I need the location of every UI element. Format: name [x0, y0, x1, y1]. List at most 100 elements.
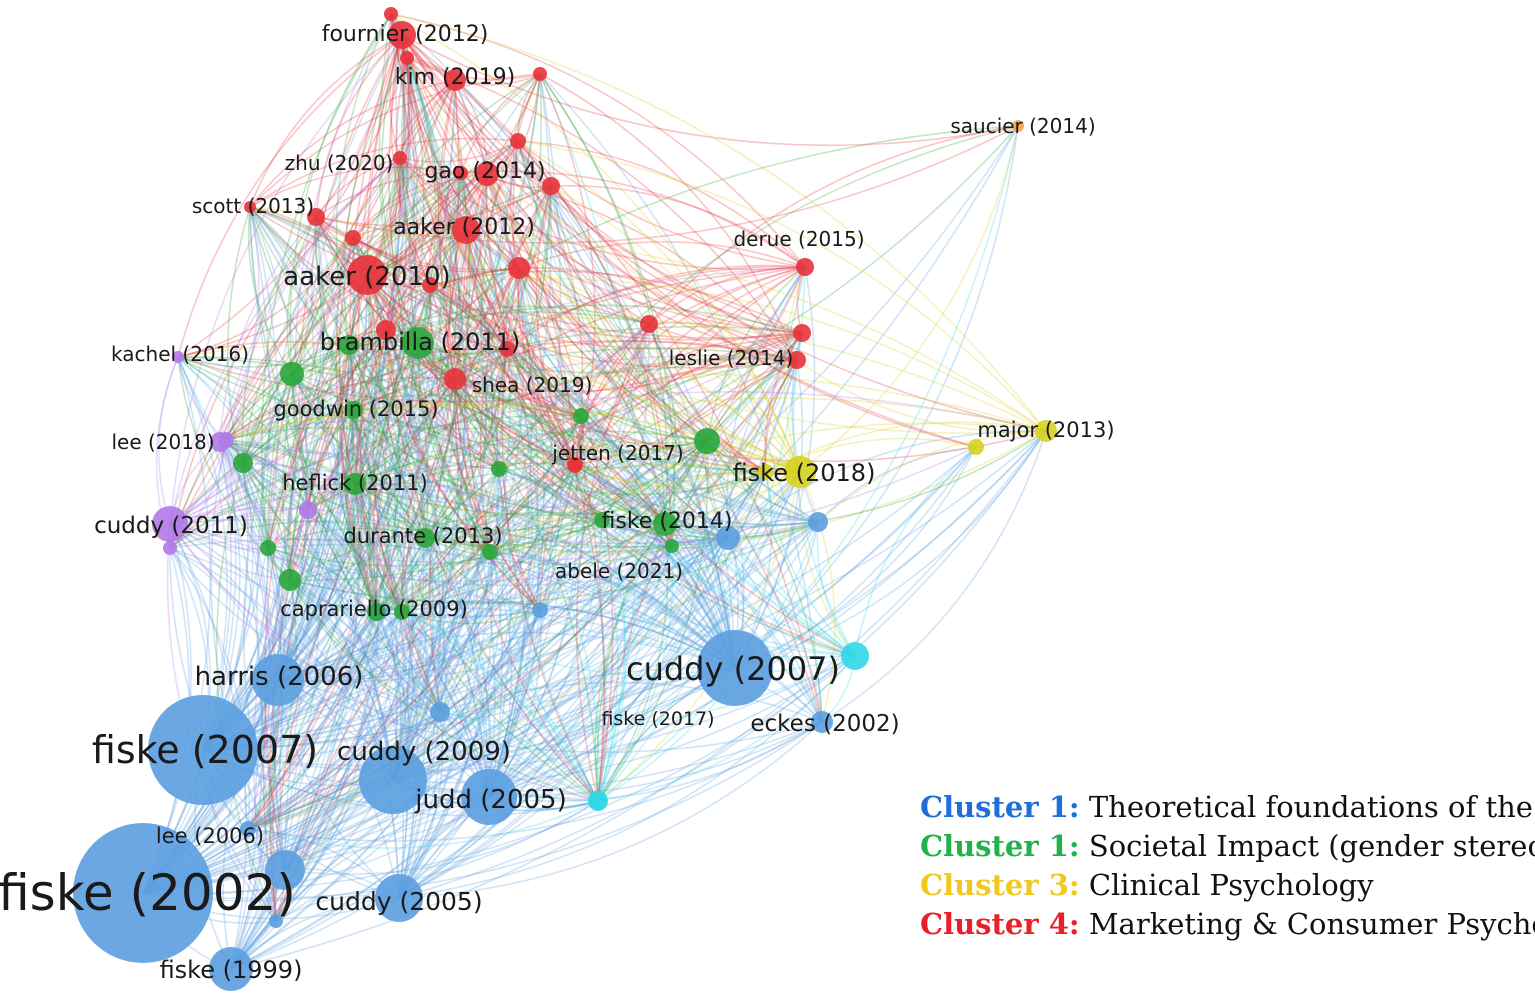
legend-text: Theoretical foundations of the SCM: [1088, 790, 1535, 824]
network-edge: [454, 332, 803, 393]
network-edge: [242, 237, 354, 464]
network-edge: [269, 342, 419, 922]
network-edge: [277, 464, 576, 681]
node-label-lee2006: lee (2006): [156, 824, 264, 848]
network-edge: [392, 284, 459, 781]
network-edge: [230, 185, 552, 970]
network-edge: [399, 157, 508, 350]
network-edge: [438, 551, 491, 713]
network-edge: [261, 373, 293, 549]
network-edge: [392, 173, 506, 781]
network-edge: [289, 440, 708, 581]
network-edge: [142, 545, 673, 894]
network-edge: [375, 185, 552, 613]
network-edge: [498, 359, 798, 470]
network-edge: [348, 344, 426, 539]
network-edge: [307, 509, 490, 798]
network-edge: [281, 237, 354, 581]
network-edge: [460, 172, 803, 334]
network-edge: [518, 267, 856, 657]
network-edge: [550, 185, 819, 523]
network-edge: [392, 342, 447, 781]
node-dot: [758, 464, 774, 480]
network-edge: [398, 667, 736, 899]
network-edge: [377, 464, 576, 613]
network-edge: [392, 721, 823, 796]
network-edge: [488, 468, 525, 798]
network-edge: [378, 13, 491, 553]
network-edge: [169, 267, 520, 525]
node-label-kachel2016: kachel (2016): [111, 342, 249, 366]
network-edge: [249, 206, 441, 713]
network-edge: [390, 13, 729, 539]
network-edge: [465, 229, 673, 547]
network-edge: [439, 711, 599, 802]
network-edge: [398, 430, 1047, 899]
network-edge: [574, 464, 819, 526]
network-edge: [706, 440, 823, 723]
network-edge: [574, 464, 801, 490]
network-edge: [169, 266, 806, 549]
node-dot: [573, 408, 589, 424]
network-edge: [424, 185, 552, 539]
network-edge: [398, 721, 823, 899]
network-edge: [401, 34, 605, 802]
network-edge: [597, 440, 709, 802]
network-edge: [202, 34, 407, 751]
network-edge: [230, 462, 284, 970]
node-dot: [508, 257, 530, 279]
network-edge: [390, 13, 462, 781]
network-edge: [225, 439, 541, 611]
network-edge: [429, 284, 736, 669]
network-edge: [406, 57, 461, 539]
network-edge: [353, 409, 673, 547]
network-edge: [277, 679, 400, 899]
node-dot: [542, 177, 560, 195]
network-edge: [401, 34, 508, 350]
network-edge: [277, 609, 541, 683]
network-edge: [664, 430, 1047, 529]
network-edge: [648, 323, 739, 669]
network-edge: [307, 229, 467, 511]
network-edge: [267, 229, 467, 549]
network-edge: [284, 378, 456, 871]
network-edge: [169, 523, 394, 781]
node-label-caprariello2009: caprariello (2009): [280, 597, 468, 621]
network-edge: [417, 342, 666, 525]
network-edge: [225, 342, 419, 441]
network-edge: [340, 274, 377, 613]
node-fiske2017: [588, 791, 608, 811]
network-edge: [177, 342, 801, 473]
network-edge: [353, 409, 599, 802]
network-edge: [377, 440, 708, 613]
node-dot: [345, 230, 361, 246]
network-edge: [350, 274, 403, 613]
network-edge: [169, 520, 491, 553]
network-edge: [401, 471, 801, 613]
network-edge: [465, 229, 823, 723]
network-edge: [488, 721, 823, 802]
network-edge: [353, 409, 736, 669]
network-edge: [406, 57, 552, 187]
network-edge: [202, 216, 325, 751]
network-edge: [648, 321, 798, 361]
network-edge: [366, 274, 803, 350]
network-edge: [294, 13, 392, 511]
network-edge: [202, 471, 767, 751]
network-edge: [202, 323, 650, 751]
network-edge: [798, 471, 856, 657]
network-edge: [539, 266, 806, 611]
network-edge: [706, 440, 819, 523]
network-edge: [225, 426, 500, 470]
network-edge: [169, 523, 441, 713]
legend-item-cluster-4-marketing: Cluster 4: Marketing & Consumer Psycholo…: [920, 905, 1535, 944]
network-edge: [284, 800, 599, 876]
network-edge: [465, 229, 576, 466]
network-edge: [417, 342, 856, 657]
network-edge: [597, 545, 674, 802]
network-edge: [169, 483, 356, 549]
network-edge: [219, 441, 400, 899]
network-edge: [392, 323, 650, 781]
network-edge: [390, 34, 431, 286]
